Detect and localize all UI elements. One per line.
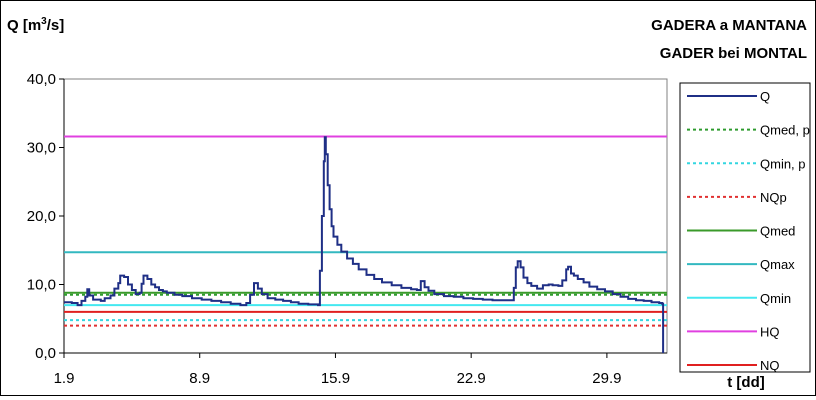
x-tick-label: 29.9 [592, 370, 621, 387]
x-axis-label: t [dd] [727, 374, 764, 391]
y-tick-label: 20,0 [27, 208, 56, 225]
legend-label: Q [760, 89, 770, 104]
y-axis: 0,0 10,0 20,0 30,0 40,0 [27, 71, 65, 362]
legend-label: Qmed [760, 224, 795, 239]
legend-label: Qmed, p [760, 123, 810, 138]
chart-subtitle: GADER bei MONTAL [660, 45, 807, 62]
series-layer [64, 135, 667, 353]
series-line-q [64, 136, 665, 353]
chart-title: GADERA a MANTANA [651, 17, 807, 34]
legend: Q Qmed, p Qmin, p NQp Qmed Qmax Qmin HQ NQ [679, 82, 811, 373]
x-tick-label: 22.9 [457, 370, 486, 387]
legend-box [679, 82, 811, 373]
legend-label: Qmin [760, 291, 791, 306]
y-axis-label: Q [m3/s] [7, 16, 64, 34]
plot-area [63, 78, 668, 354]
legend-label: NQ [760, 358, 780, 373]
legend-label: NQp [760, 190, 787, 205]
y-tick-label: 30,0 [27, 140, 56, 157]
y-tick-label: 10,0 [27, 277, 56, 294]
x-tick-label: 1.9 [54, 370, 75, 387]
y-tick-label: 40,0 [27, 71, 56, 88]
legend-label: Qmin, p [760, 156, 806, 171]
plot-border [63, 78, 668, 354]
x-tick-label: 15.9 [321, 370, 350, 387]
x-tick-label: 8.9 [189, 370, 210, 387]
legend-label: HQ [760, 324, 780, 339]
legend-label: Qmax [760, 257, 795, 272]
y-tick-label: 0,0 [35, 345, 56, 362]
x-axis: 1.9 8.9 15.9 22.9 29.9 [54, 352, 667, 387]
